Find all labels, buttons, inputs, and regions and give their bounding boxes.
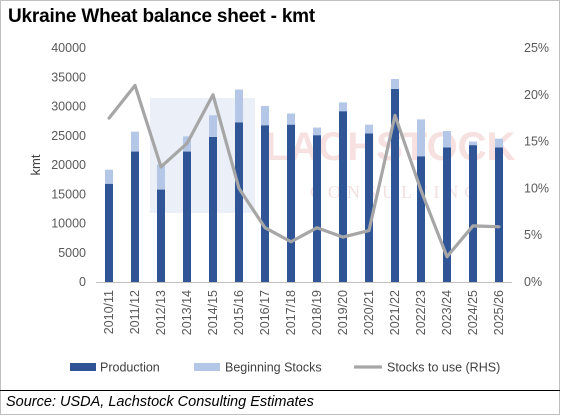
legend-label-production: Production [100, 361, 160, 375]
bar-beginning-stocks [339, 102, 347, 112]
bar-production [313, 135, 321, 282]
point-stocks-to-use [237, 186, 241, 190]
point-stocks-to-use [211, 93, 215, 97]
bar-beginning-stocks [495, 138, 503, 148]
line-stocks-to-use [107, 83, 500, 259]
y-tick-label: 25000 [51, 129, 86, 143]
y-tick-label: 15000 [51, 187, 86, 201]
bar-beginning-stocks [313, 127, 321, 136]
y-tick-label: 5000 [58, 246, 86, 260]
x-tick-label: 2024/25 [466, 290, 480, 335]
watermark-logo: LACHSTOCK CONSULTING [150, 98, 515, 213]
legend-label-beginning-stocks: Beginning Stocks [225, 361, 322, 375]
bar-beginning-stocks [131, 131, 139, 152]
bar-production [287, 124, 295, 282]
point-stocks-to-use [315, 226, 319, 230]
line-group [107, 83, 501, 259]
x-tick-label: 2017/18 [284, 290, 298, 335]
y-axis-label: kmt [28, 154, 43, 175]
x-tick-label: 2019/20 [336, 290, 350, 335]
y2-tick-label: 0% [524, 275, 542, 289]
legend: Production Beginning Stocks Stocks to use … [70, 361, 500, 375]
legend-label-stocks-to-use: Stocks to use (RHS) [387, 361, 500, 375]
bar-beginning-stocks [469, 141, 477, 146]
y-tick-label: 35000 [51, 70, 86, 84]
point-stocks-to-use [289, 240, 293, 244]
legend-swatch-beginning-stocks [194, 363, 220, 371]
x-tick-label: 2016/17 [258, 290, 272, 335]
y-tick-label: 30000 [51, 100, 86, 114]
bar-production [235, 122, 243, 282]
source-rule [0, 390, 560, 391]
point-stocks-to-use [107, 116, 111, 120]
bar-production [339, 111, 347, 283]
x-tick-label: 2012/13 [154, 290, 168, 335]
bar-beginning-stocks [157, 164, 165, 190]
x-tick-label: 2010/11 [102, 290, 116, 334]
bar-production [443, 147, 451, 282]
x-tick-label: 2018/19 [310, 290, 324, 335]
bar-production [209, 136, 217, 282]
y-tick-label: 10000 [51, 217, 86, 231]
point-stocks-to-use [471, 224, 475, 228]
y2-tick-label: 15% [524, 135, 549, 149]
bar-production [105, 183, 113, 282]
point-stocks-to-use [419, 188, 423, 192]
point-stocks-to-use [159, 165, 163, 169]
source-note: Source: USDA, Lachstock Consulting Estim… [6, 394, 314, 410]
bar-beginning-stocks [209, 115, 217, 137]
y2-tick-label: 10% [524, 181, 549, 195]
bar-production [391, 88, 399, 282]
point-stocks-to-use [393, 113, 397, 117]
bar-beginning-stocks [417, 119, 425, 157]
y-tick-label: 40000 [51, 41, 86, 55]
y-tick-label: 0 [79, 275, 86, 289]
x-tick-label: 2011/12 [128, 290, 142, 334]
point-stocks-to-use [445, 255, 449, 259]
bar-production [495, 147, 503, 282]
bar-production [365, 133, 373, 282]
y2-tick-label: 25% [524, 41, 549, 55]
chart-title: Ukraine Wheat balance sheet - kmt [8, 6, 316, 27]
bar-production [261, 125, 269, 282]
bar-beginning-stocks [235, 89, 243, 123]
bar-beginning-stocks [365, 124, 373, 134]
y2-tick-label: 20% [524, 88, 549, 102]
x-tick-label: 2013/14 [180, 290, 194, 335]
bar-beginning-stocks [105, 169, 113, 184]
x-tick-label: 2023/24 [440, 290, 454, 335]
bar-production [469, 145, 477, 282]
x-tick-label: 2014/15 [206, 290, 220, 335]
bar-beginning-stocks [391, 79, 399, 89]
legend-swatch-production [70, 363, 96, 371]
point-stocks-to-use [341, 235, 345, 239]
bar-production [157, 189, 165, 282]
x-tick-label: 2022/23 [414, 290, 428, 335]
point-stocks-to-use [133, 83, 137, 87]
bar-production [131, 151, 139, 282]
y2-tick-label: 5% [524, 228, 542, 242]
point-stocks-to-use [497, 225, 501, 229]
point-stocks-to-use [263, 226, 267, 230]
bar-beginning-stocks [287, 113, 295, 125]
bar-production [183, 151, 191, 282]
point-stocks-to-use [367, 229, 371, 233]
x-tick-label: 2025/26 [492, 290, 506, 335]
axes-group: 0 5000 10000 15000 20000 25000 30000 35000 40000… [28, 41, 549, 335]
x-tick-label: 2020/21 [362, 290, 376, 335]
bars-group [105, 79, 503, 283]
bar-beginning-stocks [261, 105, 269, 126]
bar-beginning-stocks [443, 131, 451, 148]
point-stocks-to-use [185, 141, 189, 145]
y-tick-label: 20000 [51, 158, 86, 172]
x-tick-label: 2021/22 [388, 290, 402, 335]
x-tick-label: 2015/16 [232, 290, 246, 335]
bar-production [417, 156, 425, 282]
